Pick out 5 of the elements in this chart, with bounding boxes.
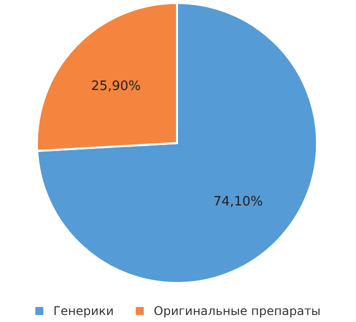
data-label: 25,90% [91, 78, 141, 94]
legend-label: Оригинальные препараты [154, 304, 321, 318]
legend-label: Генерики [53, 304, 114, 318]
pie-slice [36, 2, 318, 284]
data-label: 74,10% [213, 194, 263, 210]
